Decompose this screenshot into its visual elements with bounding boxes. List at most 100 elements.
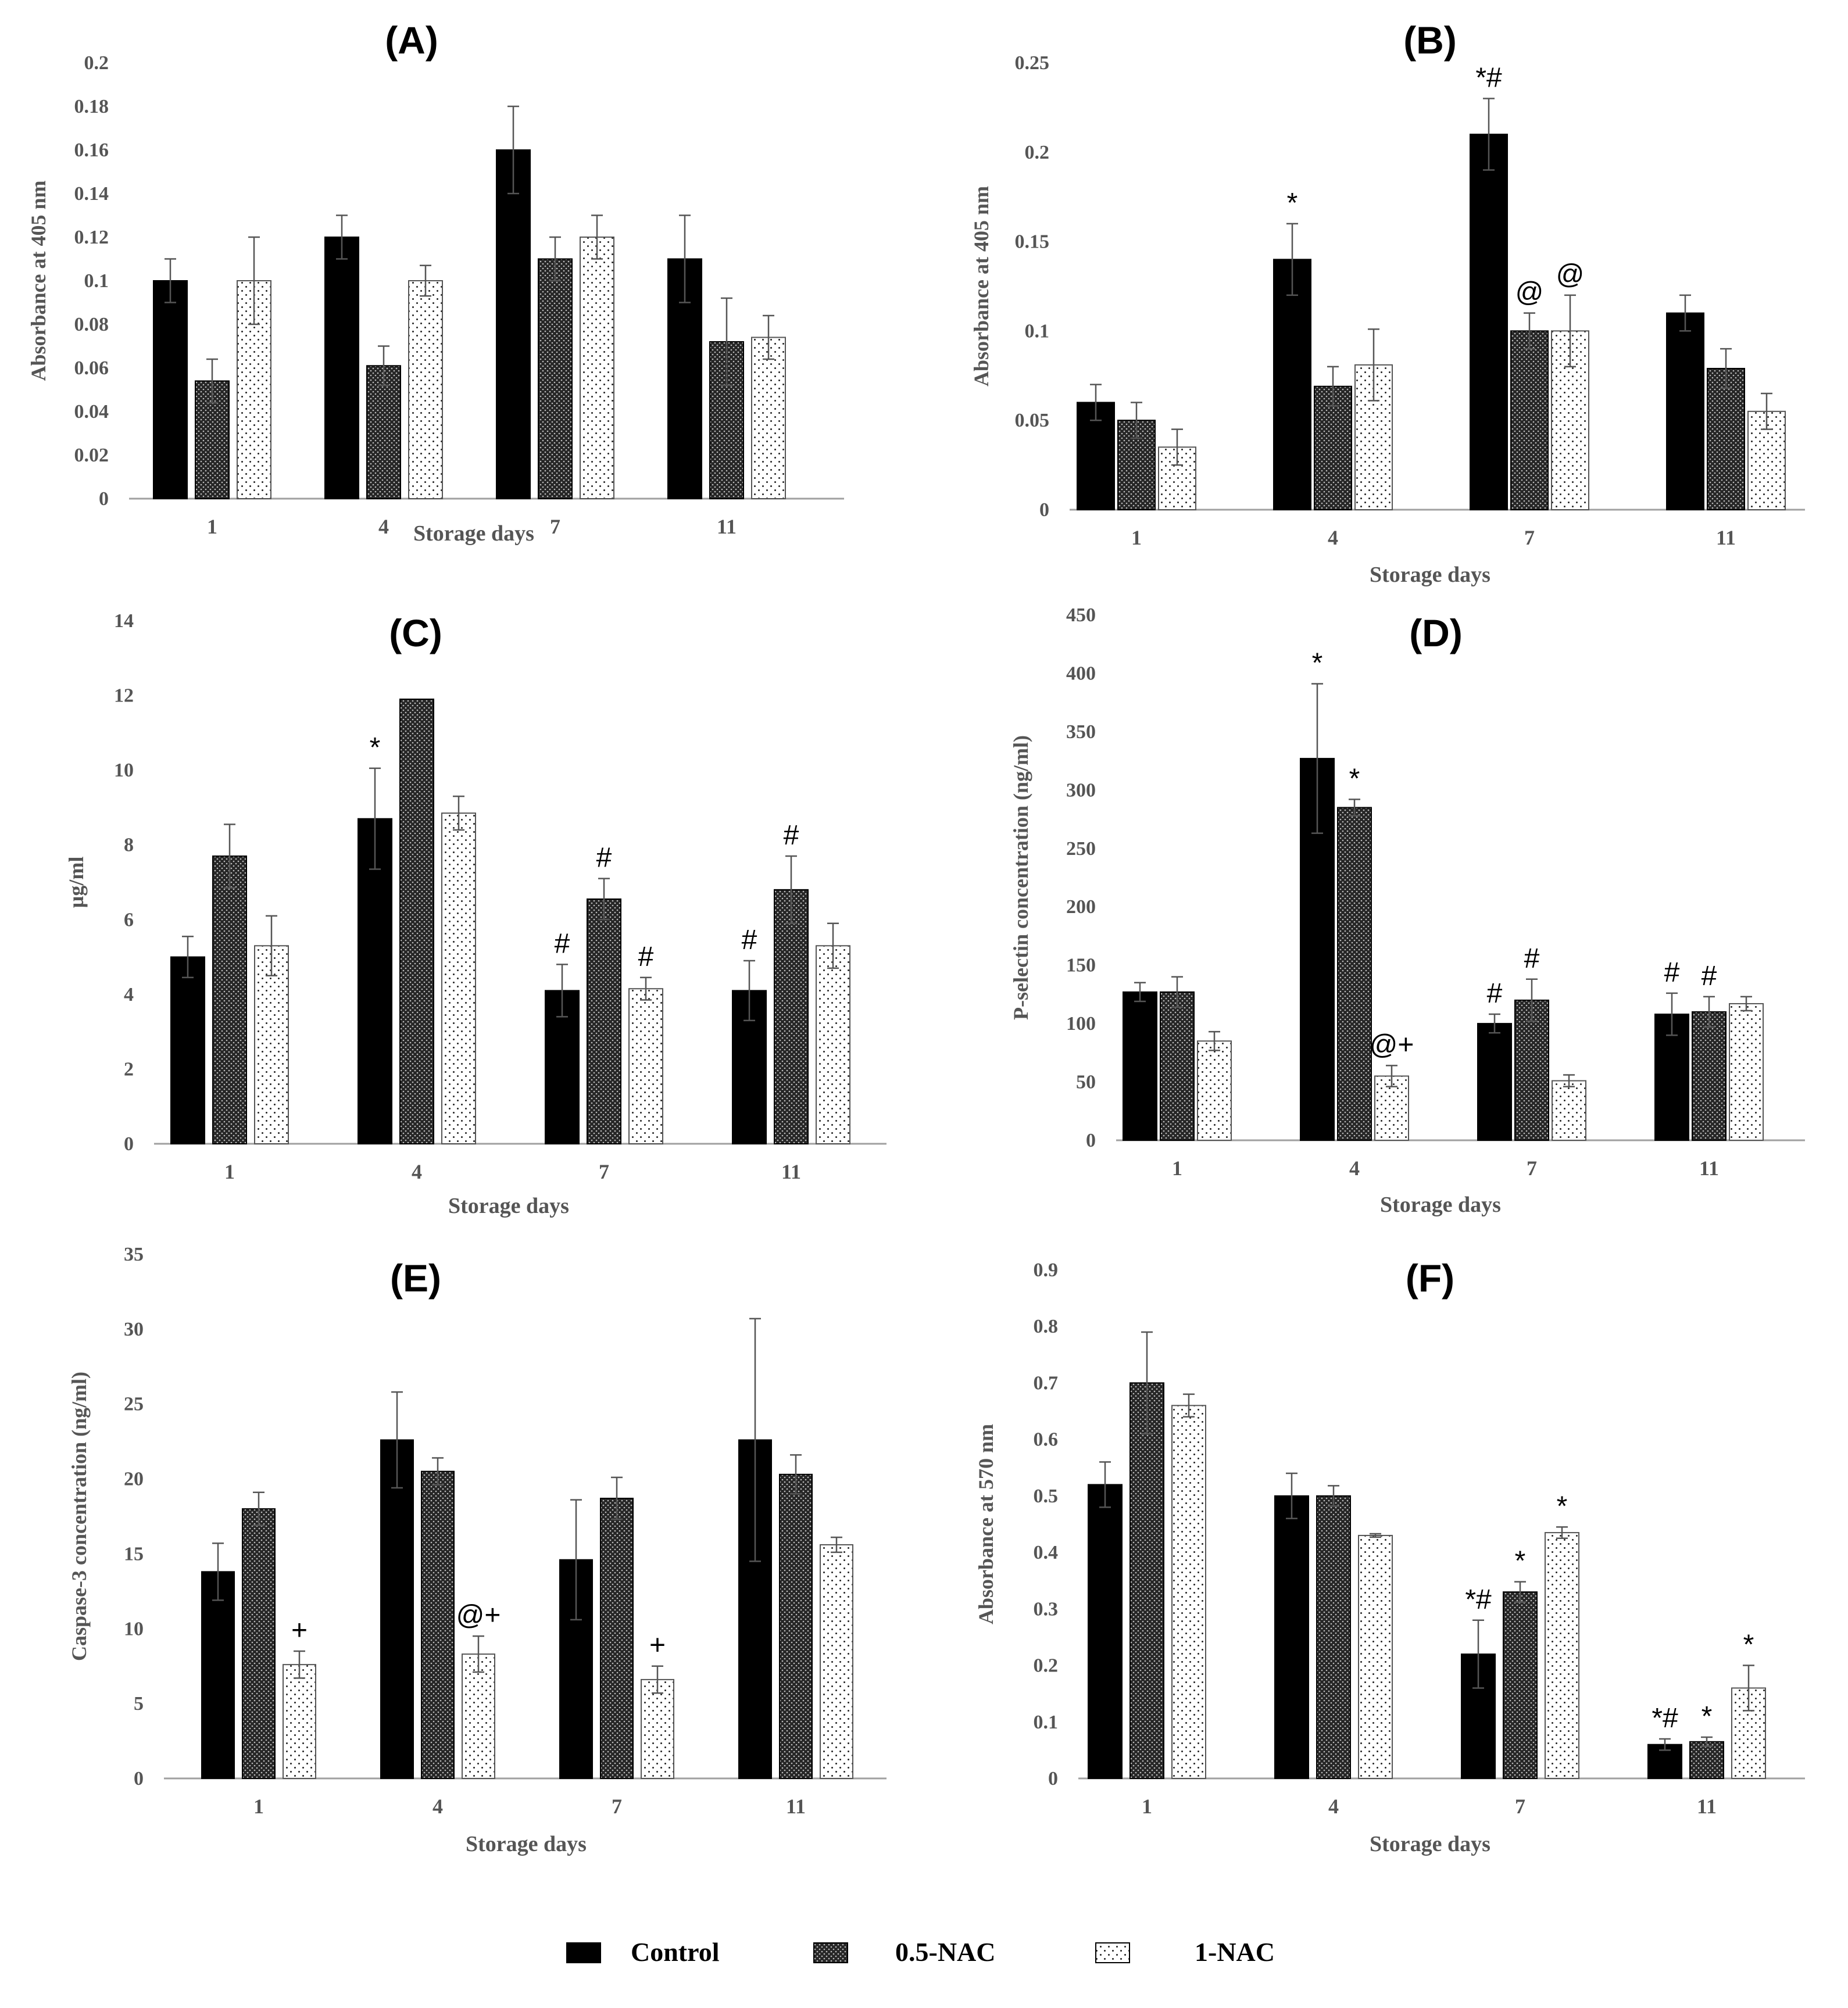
bar [1197,1040,1232,1141]
legend-swatch [1095,1942,1130,1963]
bar [816,945,850,1145]
bar [1514,999,1549,1141]
y-tick-label: 0 [1086,1130,1096,1151]
x-tick-label: 1 [253,1795,264,1818]
bar [1707,367,1745,510]
significance-mark: + [649,1630,666,1661]
x-tick-label: 1 [1131,526,1142,549]
x-axis-label: Storage days [1380,1193,1501,1217]
y-tick-label: 30 [124,1319,144,1340]
x-tick-label: 4 [432,1795,443,1818]
panel-b: (B) 0 0.05 0.1 0.15 0.2 0.25 Absorbance at 405 … [970,19,1805,587]
significance-mark: @ [1515,277,1544,308]
x-tick-label: 4 [378,515,389,538]
bar [1160,991,1195,1141]
y-tick-label: 0.2 [1025,142,1050,163]
x-tick-label: 11 [1699,1157,1719,1180]
y-tick-label: 50 [1076,1072,1096,1093]
x-axis-label: Storage days [466,1832,587,1856]
y-tick-label: 0 [1039,499,1049,521]
significance-mark: * [1557,1491,1568,1522]
bar [1545,1532,1579,1779]
bar [1314,385,1352,510]
y-tick-label: 150 [1066,955,1096,976]
y-tick-label: 0 [99,488,109,510]
significance-mark: * [1515,1546,1526,1577]
bar [170,956,205,1144]
significance-mark: *# [1465,1584,1492,1615]
chart-panels: (A)00.020.040.060.080.10.120.140.160.180… [27,19,1805,1856]
panel-title: (F) [1406,1257,1454,1300]
y-axis-label: Absorbance at 570 nm [974,1424,998,1624]
y-tick-label: 6 [124,909,134,930]
y-tick-label: 450 [1066,604,1096,626]
y-tick-label: 0.06 [74,357,109,379]
bar [1692,1011,1727,1141]
bar [751,337,786,499]
bar [1088,1484,1123,1779]
y-axis-label: Absorbance at 405 nm [970,186,993,386]
significance-mark: * [1743,1630,1754,1660]
legend-label: Control [631,1937,720,1967]
bar [358,818,392,1144]
y-tick-label: 0.02 [74,445,109,466]
y-tick-label: 0.2 [84,52,109,74]
y-tick-label: 0.8 [1034,1316,1059,1337]
x-tick-label: 7 [612,1795,622,1818]
bar [283,1664,316,1780]
legend-swatch [566,1942,601,1963]
significance-mark: + [291,1615,308,1646]
y-tick-label: 0.16 [74,139,109,161]
y-tick-label: 0.08 [74,314,109,335]
y-tick-label: 10 [124,1618,144,1640]
panel-a: (A) 0 0.02 0.04 0.06 0.08 0.1 0.12 0.14 0.16 0.18 0… [27,19,844,546]
x-tick-label: 11 [1697,1795,1717,1818]
significance-mark: # [638,942,654,972]
panel-title: (A) [385,19,438,62]
significance-mark: * [1349,763,1360,794]
y-tick-label: 0.12 [74,227,109,248]
y-tick-label: 0.1 [1025,320,1050,342]
y-tick-label: 0.25 [1015,52,1050,74]
x-tick-label: 1 [207,515,217,538]
significance-mark: # [1664,957,1680,988]
bar [1689,1741,1724,1780]
significance-mark: @+ [1370,1029,1414,1060]
bar [421,1470,455,1780]
x-tick-label: 4 [1328,526,1338,549]
x-tick-label: 1 [1172,1157,1182,1180]
significance-mark: @+ [456,1600,501,1631]
y-tick-label: 350 [1066,721,1096,743]
bar [496,149,531,499]
bar [408,280,443,499]
y-tick-label: 12 [114,685,134,707]
bar [1123,991,1157,1141]
panel-title: (E) [390,1257,441,1300]
y-tick-label: 0.14 [74,183,109,205]
bar [399,699,434,1144]
y-axis-label: µg/ml [65,857,88,908]
x-tick-label: 4 [412,1160,422,1183]
x-tick-label: 7 [1527,1157,1537,1180]
bar [1477,1023,1512,1141]
x-tick-label: 7 [550,515,560,538]
bar [1274,1495,1309,1780]
bar [153,280,188,499]
y-tick-label: 400 [1066,663,1096,684]
x-axis-label: Storage days [1370,1832,1490,1856]
bar [1129,1382,1164,1779]
y-tick-label: 0.1 [1034,1712,1059,1733]
y-tick-label: 0.2 [1034,1655,1059,1677]
y-axis-label: Absorbance at 405 nm [27,180,50,381]
x-axis-label: Storage days [413,521,534,546]
bar [1316,1495,1351,1780]
y-tick-label: 100 [1066,1013,1096,1035]
significance-mark: @ [1556,259,1585,290]
bar [462,1653,495,1780]
significance-mark: *# [1652,1703,1678,1734]
bar [1470,134,1508,511]
bar [779,1473,813,1780]
y-tick-label: 300 [1066,779,1096,801]
